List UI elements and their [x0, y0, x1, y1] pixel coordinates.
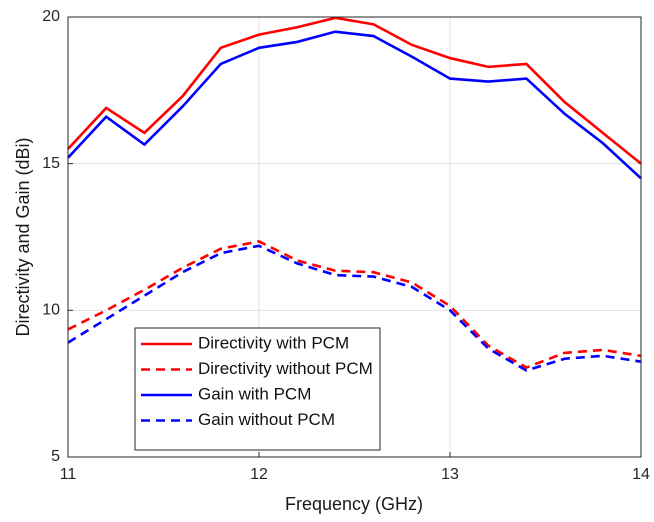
- series-line: [67, 30, 642, 180]
- y-tick-label: 20: [42, 8, 60, 25]
- legend-label: Gain without PCM: [198, 410, 335, 429]
- series-line: [67, 244, 642, 372]
- y-axis-title: Directivity and Gain (dBi): [13, 137, 33, 336]
- legend-label: Gain with PCM: [198, 384, 311, 403]
- series-line: [67, 240, 642, 369]
- legend-box: [134, 327, 381, 451]
- x-tick-label: 13: [441, 466, 459, 483]
- plot-frame: [67, 16, 642, 458]
- legend-label: Directivity with PCM: [198, 333, 349, 352]
- x-tick-label: 12: [250, 466, 268, 483]
- series-line: [67, 16, 642, 165]
- x-tick-label: 11: [60, 466, 77, 483]
- legend-label: Directivity without PCM: [198, 359, 373, 378]
- y-tick-label: 5: [51, 448, 60, 465]
- y-tick-label: 15: [42, 155, 60, 172]
- y-tick-label: 10: [42, 302, 60, 319]
- legend: Directivity with PCM Directivity without …: [134, 327, 381, 451]
- x-tick-label: 14: [632, 466, 650, 483]
- x-axis-title: Frequency (GHz): [285, 494, 423, 514]
